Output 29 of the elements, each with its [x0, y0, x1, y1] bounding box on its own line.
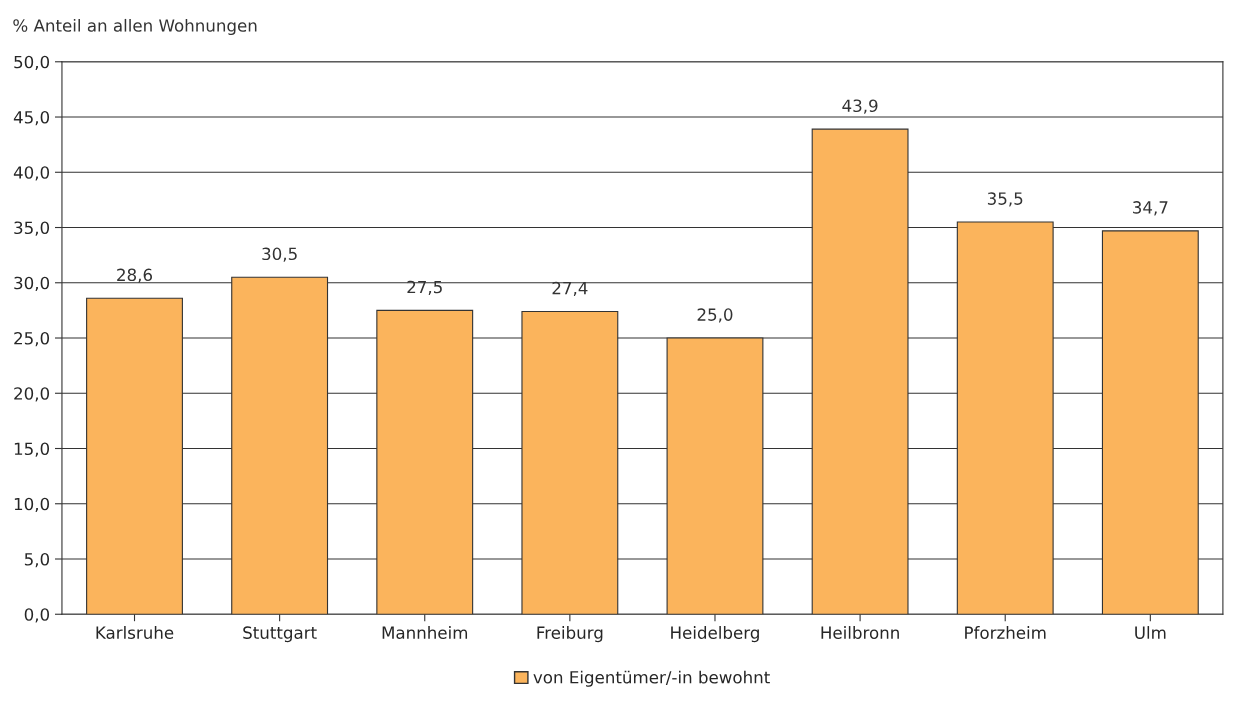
y-tick-label: 30,0 [14, 276, 50, 292]
y-tick-label: 0,0 [24, 608, 50, 623]
x-tick-label: Ulm [1135, 626, 1166, 639]
data-label: 30,5 [262, 247, 297, 262]
data-label: 25,0 [697, 308, 733, 323]
y-tick-label: 40,0 [13, 166, 50, 181]
y-axis-title: % Anteil an allen Wohnungen [13, 18, 257, 36]
x-tick-label: Heidelberg [671, 626, 759, 643]
y-tick-label: 25,0 [14, 331, 50, 347]
data-label: 28,6 [117, 268, 153, 283]
y-tick-label: 35,0 [14, 221, 50, 236]
data-label: 43,9 [842, 99, 878, 114]
x-tick-label: Stuttgart [243, 626, 317, 643]
x-tick-label: Pforzheim [965, 626, 1046, 639]
legend-label: von Eigentümer/-in bewohnt [533, 670, 770, 687]
y-tick-label: 15,0 [14, 442, 50, 457]
x-tick-label: Mannheim [382, 626, 468, 639]
y-tick-label: 10,0 [14, 497, 50, 513]
data-label: 34,7 [1133, 201, 1168, 216]
y-tick-label: 45,0 [13, 110, 50, 126]
y-tick-label: 5,0 [24, 552, 50, 568]
x-tick-label: Freiburg [537, 626, 603, 643]
data-label: 35,5 [987, 192, 1023, 207]
x-tick-label: Karlsruhe [96, 626, 174, 639]
data-label: 27,5 [407, 280, 442, 295]
y-tick-label: 20,0 [14, 387, 50, 402]
data-label: 27,4 [552, 281, 588, 297]
x-tick-label: Heilbronn [821, 626, 899, 639]
y-tick-label: 50,0 [14, 55, 50, 71]
